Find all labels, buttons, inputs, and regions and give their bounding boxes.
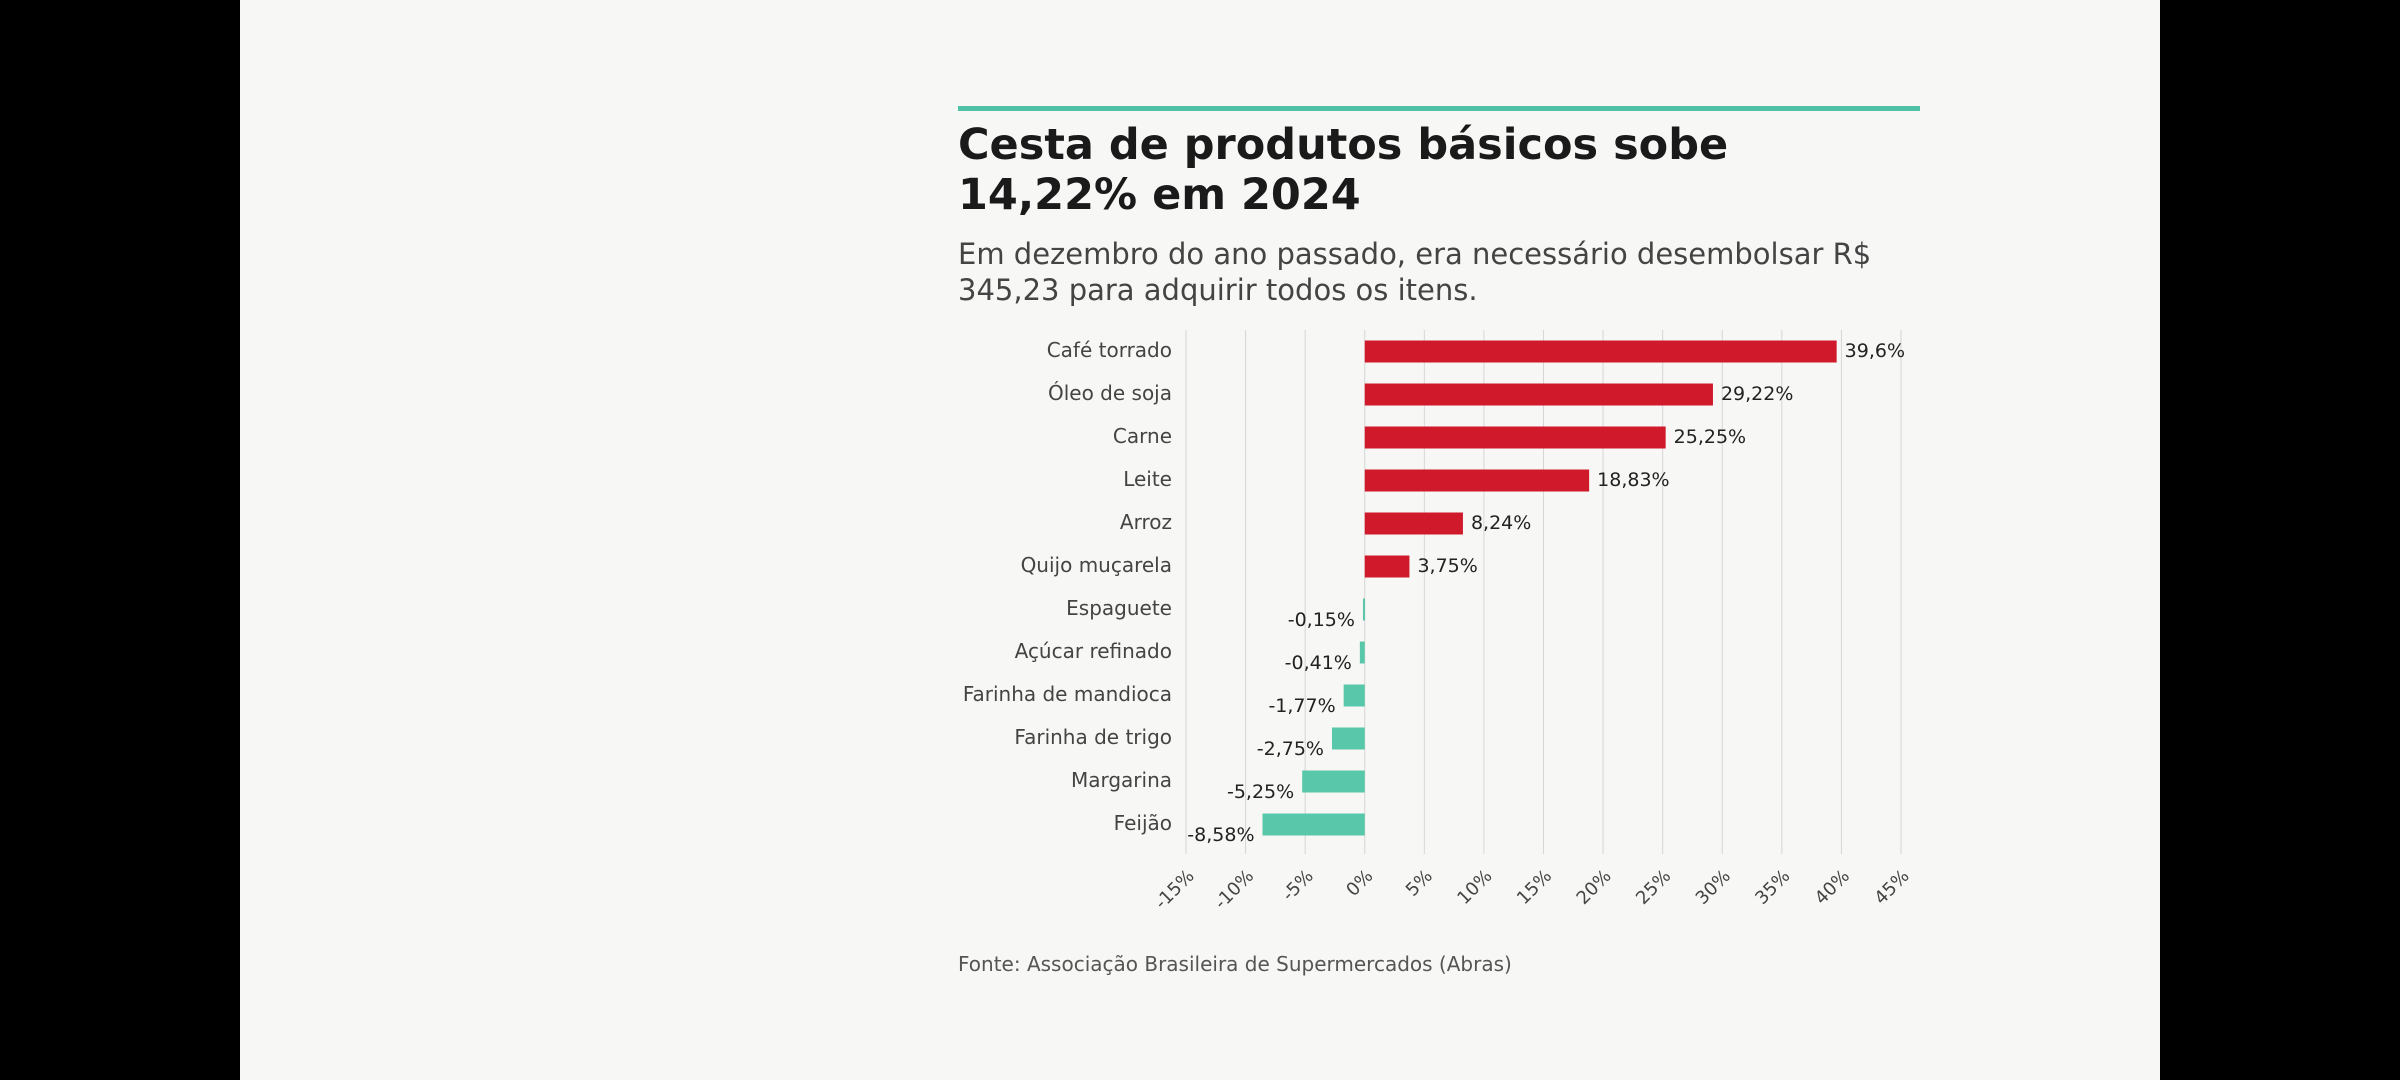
category-label: Espaguete [1066, 596, 1172, 620]
bars [1262, 340, 1837, 836]
value-label: 8,24% [1471, 512, 1531, 534]
value-label: -8,58% [1187, 824, 1254, 846]
chart-title: Cesta de produtos básicos sobe 14,22% em… [958, 120, 1729, 220]
category-label: Farinha de trigo [1014, 725, 1172, 749]
labels: -15% -10% -5% 0% 5% 10% 15% 20% 25% 30% 35% 40% 45% C… [963, 338, 1914, 913]
category-label: Quijo muçarela [1021, 553, 1172, 577]
category-label: Farinha de mandioca [963, 682, 1172, 706]
x-tick-label: 25% [1632, 866, 1675, 909]
bar [1364, 383, 1713, 406]
bar [1364, 469, 1590, 492]
chart-panel: Cesta de produtos básicos sobe 14,22% em… [240, 0, 2160, 1080]
bar [1331, 727, 1365, 750]
bar [1364, 512, 1463, 535]
category-label: Arroz [1120, 510, 1172, 534]
x-tick-label: -10% [1210, 866, 1258, 914]
category-label: Açúcar refinado [1015, 639, 1172, 663]
value-label: 3,75% [1417, 555, 1477, 577]
bar [1302, 770, 1365, 793]
category-label: Café torrado [1047, 338, 1172, 362]
x-tick-label: 35% [1751, 866, 1794, 909]
value-label: -1,77% [1268, 695, 1335, 717]
category-label: Feijão [1114, 811, 1172, 835]
value-label: -2,75% [1257, 738, 1324, 760]
category-label: Carne [1113, 424, 1172, 448]
value-label: -0,15% [1288, 609, 1355, 631]
x-tick-label: 45% [1870, 866, 1913, 909]
x-tick-label: 0% [1342, 866, 1377, 901]
value-label: 29,22% [1721, 383, 1793, 405]
x-tick-label: -5% [1278, 866, 1318, 906]
x-tick-label: -15% [1151, 866, 1199, 914]
bar-chart: -15% -10% -5% 0% 5% 10% 15% 20% 25% 30% 35% 40% 45% C… [963, 330, 1914, 913]
x-tick-label: 20% [1573, 866, 1616, 909]
category-label: Leite [1123, 467, 1172, 491]
bar [1362, 598, 1365, 621]
value-label: 25,25% [1674, 426, 1746, 448]
value-label: -5,25% [1227, 781, 1294, 803]
bar [1262, 813, 1365, 836]
accent-bar [958, 106, 1920, 111]
bar [1364, 555, 1410, 578]
value-label: 39,6% [1845, 340, 1905, 362]
bar [1359, 641, 1365, 664]
chart-subtitle: Em dezembro do ano passado, era necessár… [958, 237, 1872, 307]
category-label: Óleo de soja [1048, 381, 1172, 405]
x-tick-label: 30% [1692, 866, 1735, 909]
bar [1343, 684, 1365, 707]
source-note: Fonte: Associação Brasileira de Supermer… [958, 952, 1512, 976]
value-label: -0,41% [1285, 652, 1352, 674]
bar [1364, 340, 1837, 363]
x-tick-label: 5% [1402, 866, 1437, 901]
x-tick-label: 40% [1811, 866, 1854, 909]
category-label: Margarina [1071, 768, 1172, 792]
value-label: 18,83% [1597, 469, 1669, 491]
grid-lines [1185, 330, 1902, 854]
x-tick-label: 10% [1453, 866, 1496, 909]
x-tick-label: 15% [1513, 866, 1556, 909]
bar [1364, 426, 1666, 449]
